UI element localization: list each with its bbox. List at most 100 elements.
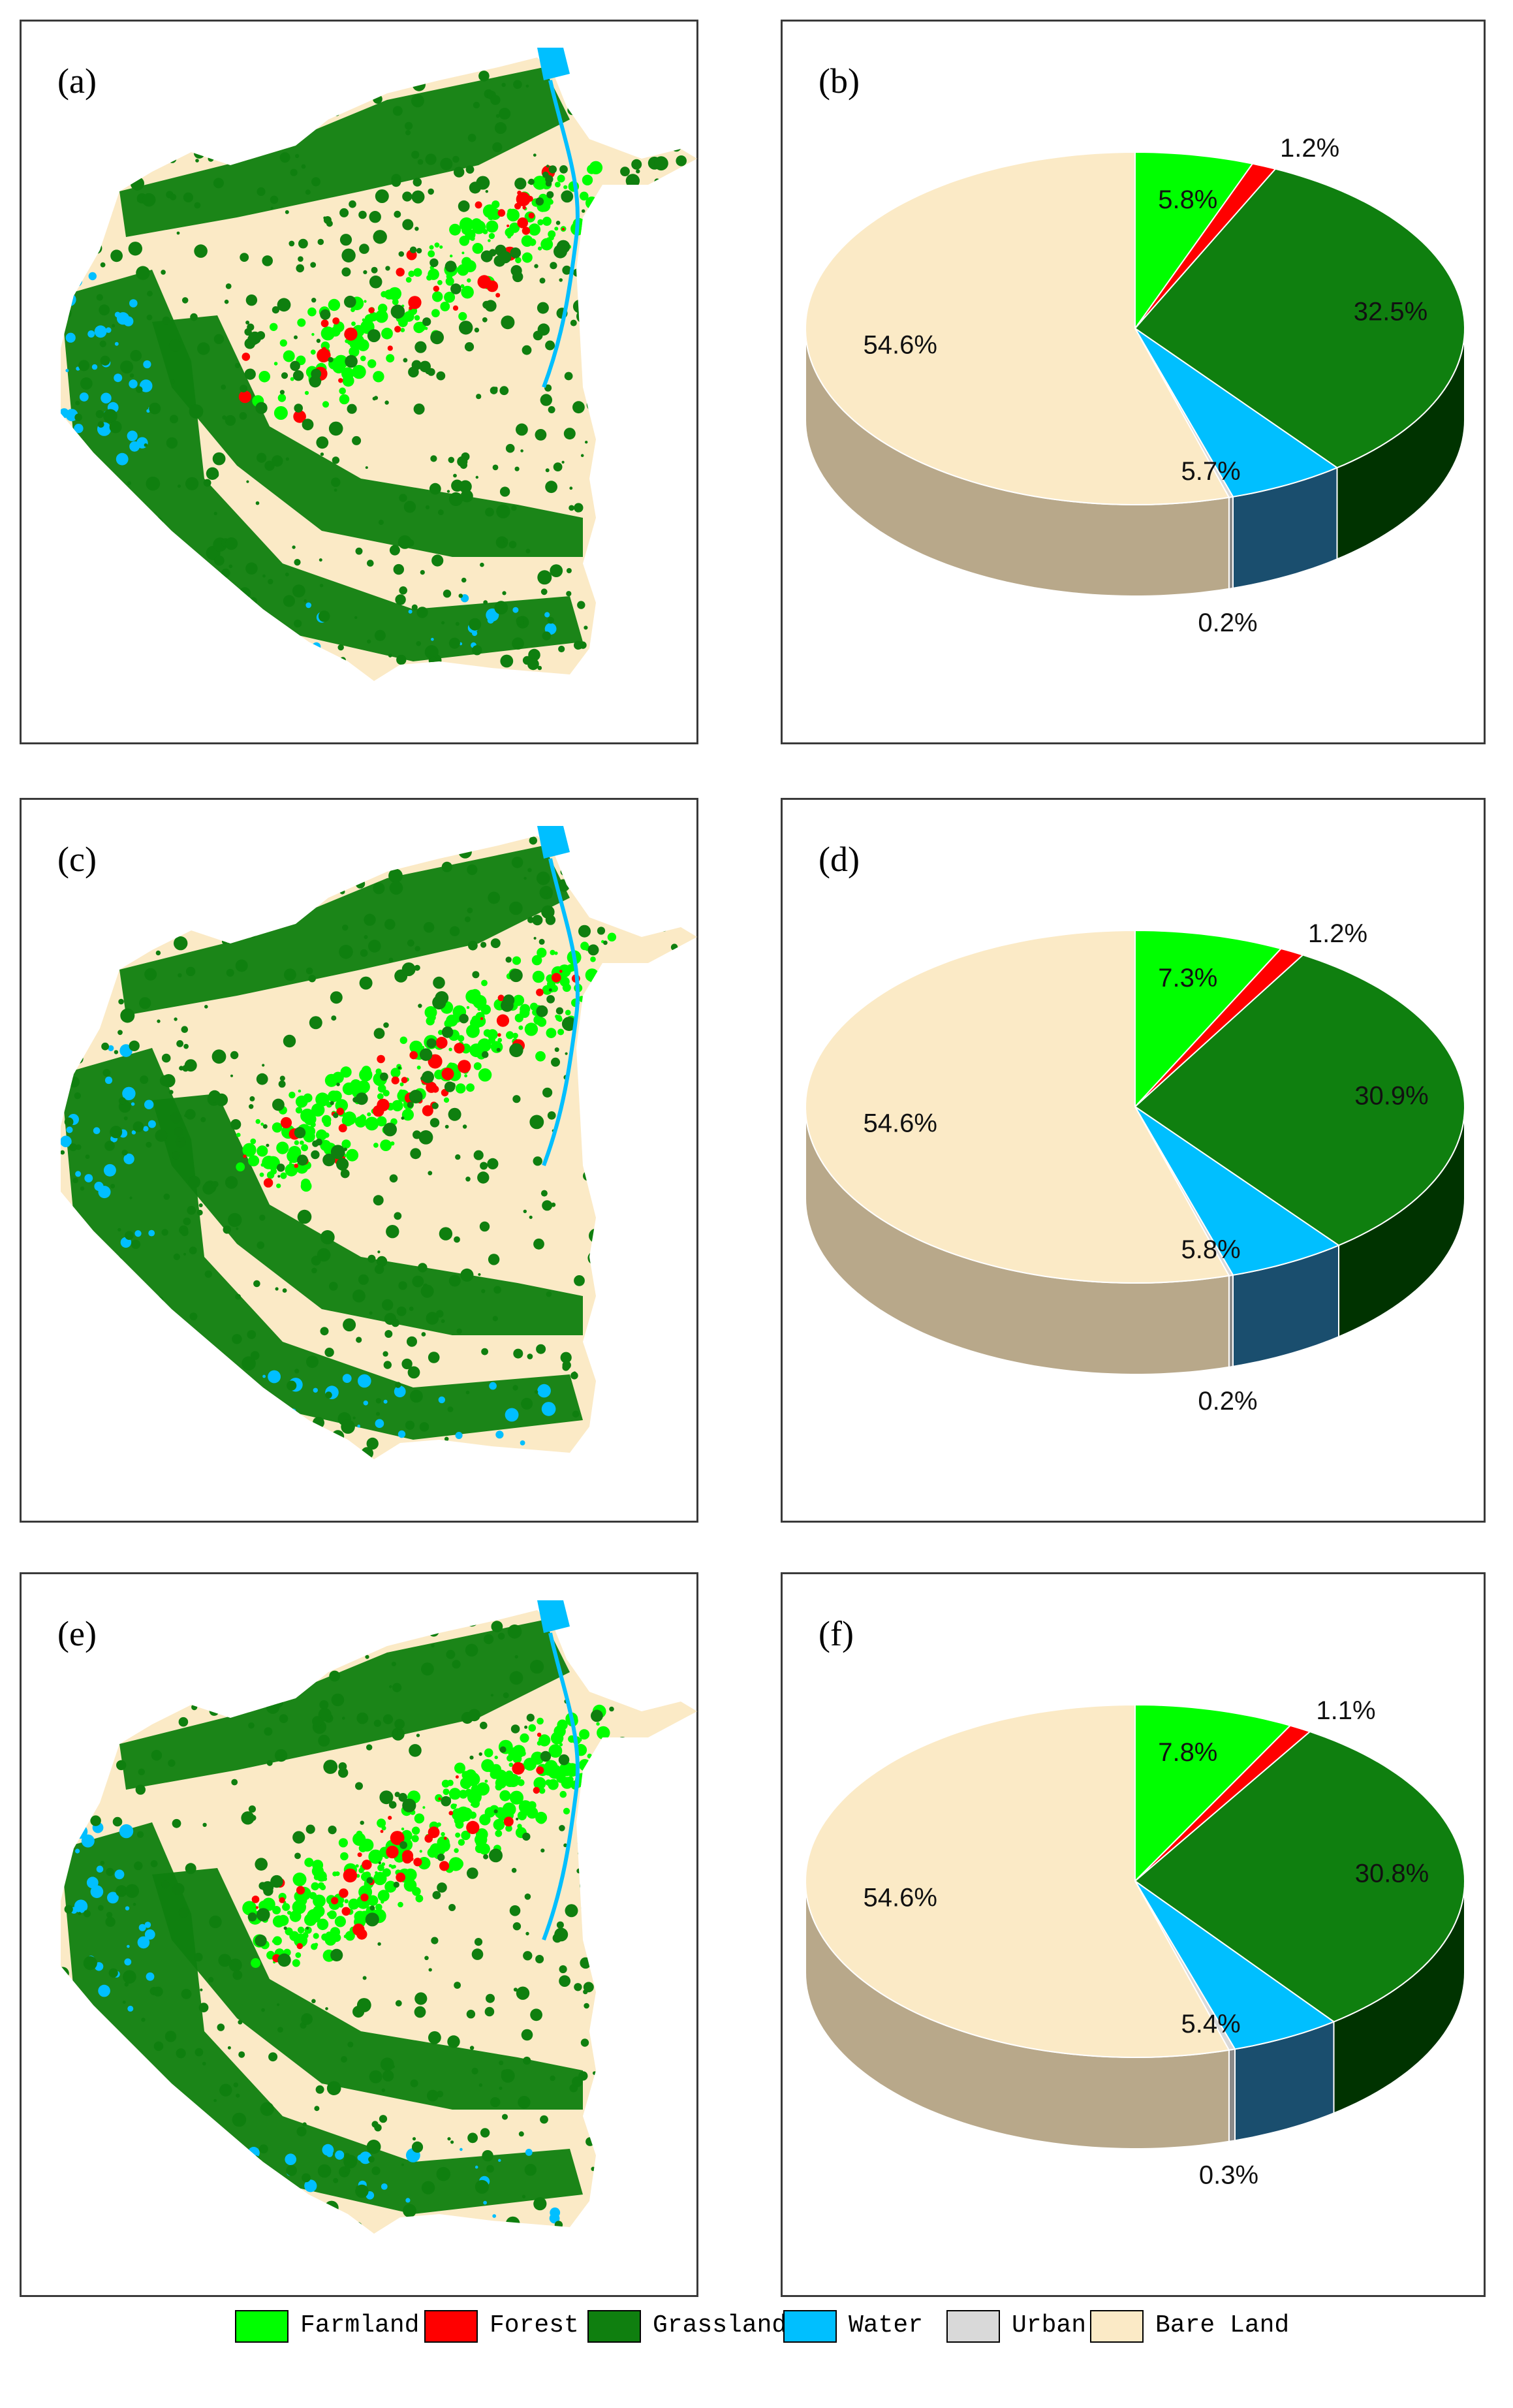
map-patch-forest bbox=[280, 1117, 292, 1129]
map-patch-grassland bbox=[614, 1189, 622, 1197]
map-patch-grassland bbox=[537, 323, 550, 336]
map-patch-grassland bbox=[534, 1390, 538, 1394]
map-patch-grassland bbox=[247, 1330, 257, 1339]
map-patch-grassland bbox=[232, 2112, 247, 2127]
map-patch-grassland bbox=[365, 466, 368, 469]
map-patch-farmland bbox=[516, 996, 523, 1003]
map-patch-grassland bbox=[219, 930, 228, 939]
map-patch-grassland bbox=[679, 390, 683, 394]
map-patch-grassland bbox=[72, 229, 84, 242]
map-patch-farmland bbox=[464, 1074, 467, 1078]
map-patch-grassland bbox=[349, 200, 356, 208]
map-patch-grassland bbox=[433, 976, 445, 989]
map-patch-water bbox=[253, 2167, 263, 2178]
map-patch-grassland bbox=[599, 643, 605, 649]
map-patch-grassland bbox=[300, 1657, 307, 1664]
map-patch-farmland bbox=[581, 1010, 587, 1017]
map-patch-grassland bbox=[683, 277, 687, 281]
map-patch-grassland bbox=[291, 62, 302, 72]
map-patch-grassland bbox=[112, 1615, 123, 1627]
map-patch-grassland bbox=[87, 187, 95, 194]
map-patch-farmland bbox=[364, 300, 367, 303]
map-patch-grassland bbox=[550, 2075, 555, 2082]
map-patch-grassland bbox=[183, 1252, 186, 1256]
map-patch-grassland bbox=[593, 219, 608, 234]
map-patch-grassland bbox=[287, 1380, 297, 1391]
map-patch-grassland bbox=[168, 103, 178, 112]
map-patch-grassland bbox=[640, 1182, 655, 1197]
map-patch-water bbox=[268, 1370, 281, 1384]
map-patch-grassland bbox=[545, 481, 557, 494]
map-patch-farmland bbox=[587, 1779, 593, 1785]
map-patch-grassland bbox=[257, 61, 267, 71]
map-patch-forest bbox=[495, 293, 501, 298]
map-patch-grassland bbox=[225, 283, 232, 289]
map-patch-grassland bbox=[345, 2167, 351, 2174]
map-patch-farmland bbox=[362, 318, 366, 322]
map-patch-grassland bbox=[383, 1361, 392, 1369]
map-patch-grassland bbox=[142, 2089, 153, 2100]
map-patch-grassland bbox=[376, 1256, 388, 1267]
map-patch-grassland bbox=[187, 1205, 196, 1215]
map-patch-grassland bbox=[302, 2122, 307, 2127]
map-patch-grassland bbox=[65, 570, 72, 578]
map-patch-farmland bbox=[248, 1155, 260, 1167]
map-patch-grassland bbox=[478, 1273, 481, 1276]
map-patch-grassland bbox=[311, 1615, 321, 1624]
map-patch-grassland bbox=[409, 246, 417, 253]
map-patch-farmland bbox=[299, 1140, 304, 1145]
map-patch-water bbox=[107, 1892, 119, 1904]
map-patch-grassland bbox=[183, 1043, 189, 1049]
map-patch-grassland bbox=[441, 1796, 451, 1807]
map-patch-farmland bbox=[515, 257, 522, 264]
map-patch-grassland bbox=[110, 1126, 123, 1139]
map-patch-grassland bbox=[466, 2010, 476, 2019]
map-patch-grassland bbox=[429, 656, 437, 663]
map-patch-grassland bbox=[467, 2132, 478, 2144]
map-patch-farmland bbox=[375, 1903, 382, 1911]
map-patch-grassland bbox=[198, 1634, 213, 1649]
map-patch-grassland bbox=[174, 867, 180, 873]
map-patch-grassland bbox=[694, 649, 697, 660]
map-patch-grassland bbox=[378, 1861, 381, 1865]
map-patch-water bbox=[74, 424, 84, 434]
map-patch-farmland bbox=[323, 1119, 332, 1127]
map-patch-farmland bbox=[392, 298, 399, 306]
map-patch-grassland bbox=[96, 294, 103, 301]
map-patch-water bbox=[270, 2168, 274, 2172]
map-patch-forest bbox=[455, 1775, 459, 1779]
map-patch-grassland bbox=[168, 339, 182, 352]
map-patch-grassland bbox=[416, 607, 428, 618]
map-patch-grassland bbox=[268, 1615, 283, 1630]
map-patch-farmland bbox=[277, 394, 287, 402]
map-patch-grassland bbox=[693, 263, 697, 271]
map-patch-grassland bbox=[448, 492, 463, 507]
map-patch-grassland bbox=[566, 591, 572, 597]
map-patch-grassland bbox=[218, 1954, 232, 1967]
map-patch-water bbox=[357, 1424, 360, 1428]
map-patch-grassland bbox=[65, 1826, 74, 1835]
map-patch-grassland bbox=[438, 509, 444, 515]
map-patch-grassland bbox=[258, 1453, 268, 1459]
map-patch-grassland bbox=[355, 1092, 368, 1105]
map-patch-water bbox=[87, 330, 95, 338]
map-patch-farmland bbox=[367, 1895, 379, 1906]
map-patch-grassland bbox=[486, 1993, 495, 2003]
map-patch-grassland bbox=[608, 852, 619, 864]
map-patch-water bbox=[230, 2179, 234, 2183]
map-patch-grassland bbox=[509, 1905, 521, 1916]
map-patch-grassland bbox=[364, 913, 376, 926]
map-patch-grassland bbox=[226, 600, 230, 604]
map-river bbox=[542, 80, 580, 388]
map-patch-grassland bbox=[627, 1260, 640, 1273]
map-patch-grassland bbox=[316, 338, 321, 343]
map-patch-farmland bbox=[461, 251, 465, 255]
map-patch-water bbox=[81, 1834, 95, 1848]
map-patch-grassland bbox=[342, 925, 349, 931]
map-patch-grassland bbox=[245, 294, 258, 306]
map-patch-grassland bbox=[414, 945, 420, 952]
map-patch-grassland bbox=[74, 1092, 82, 1100]
map-patch-forest bbox=[380, 1830, 384, 1833]
map-patch-grassland bbox=[537, 302, 549, 314]
map-patch-grassland bbox=[494, 601, 508, 615]
